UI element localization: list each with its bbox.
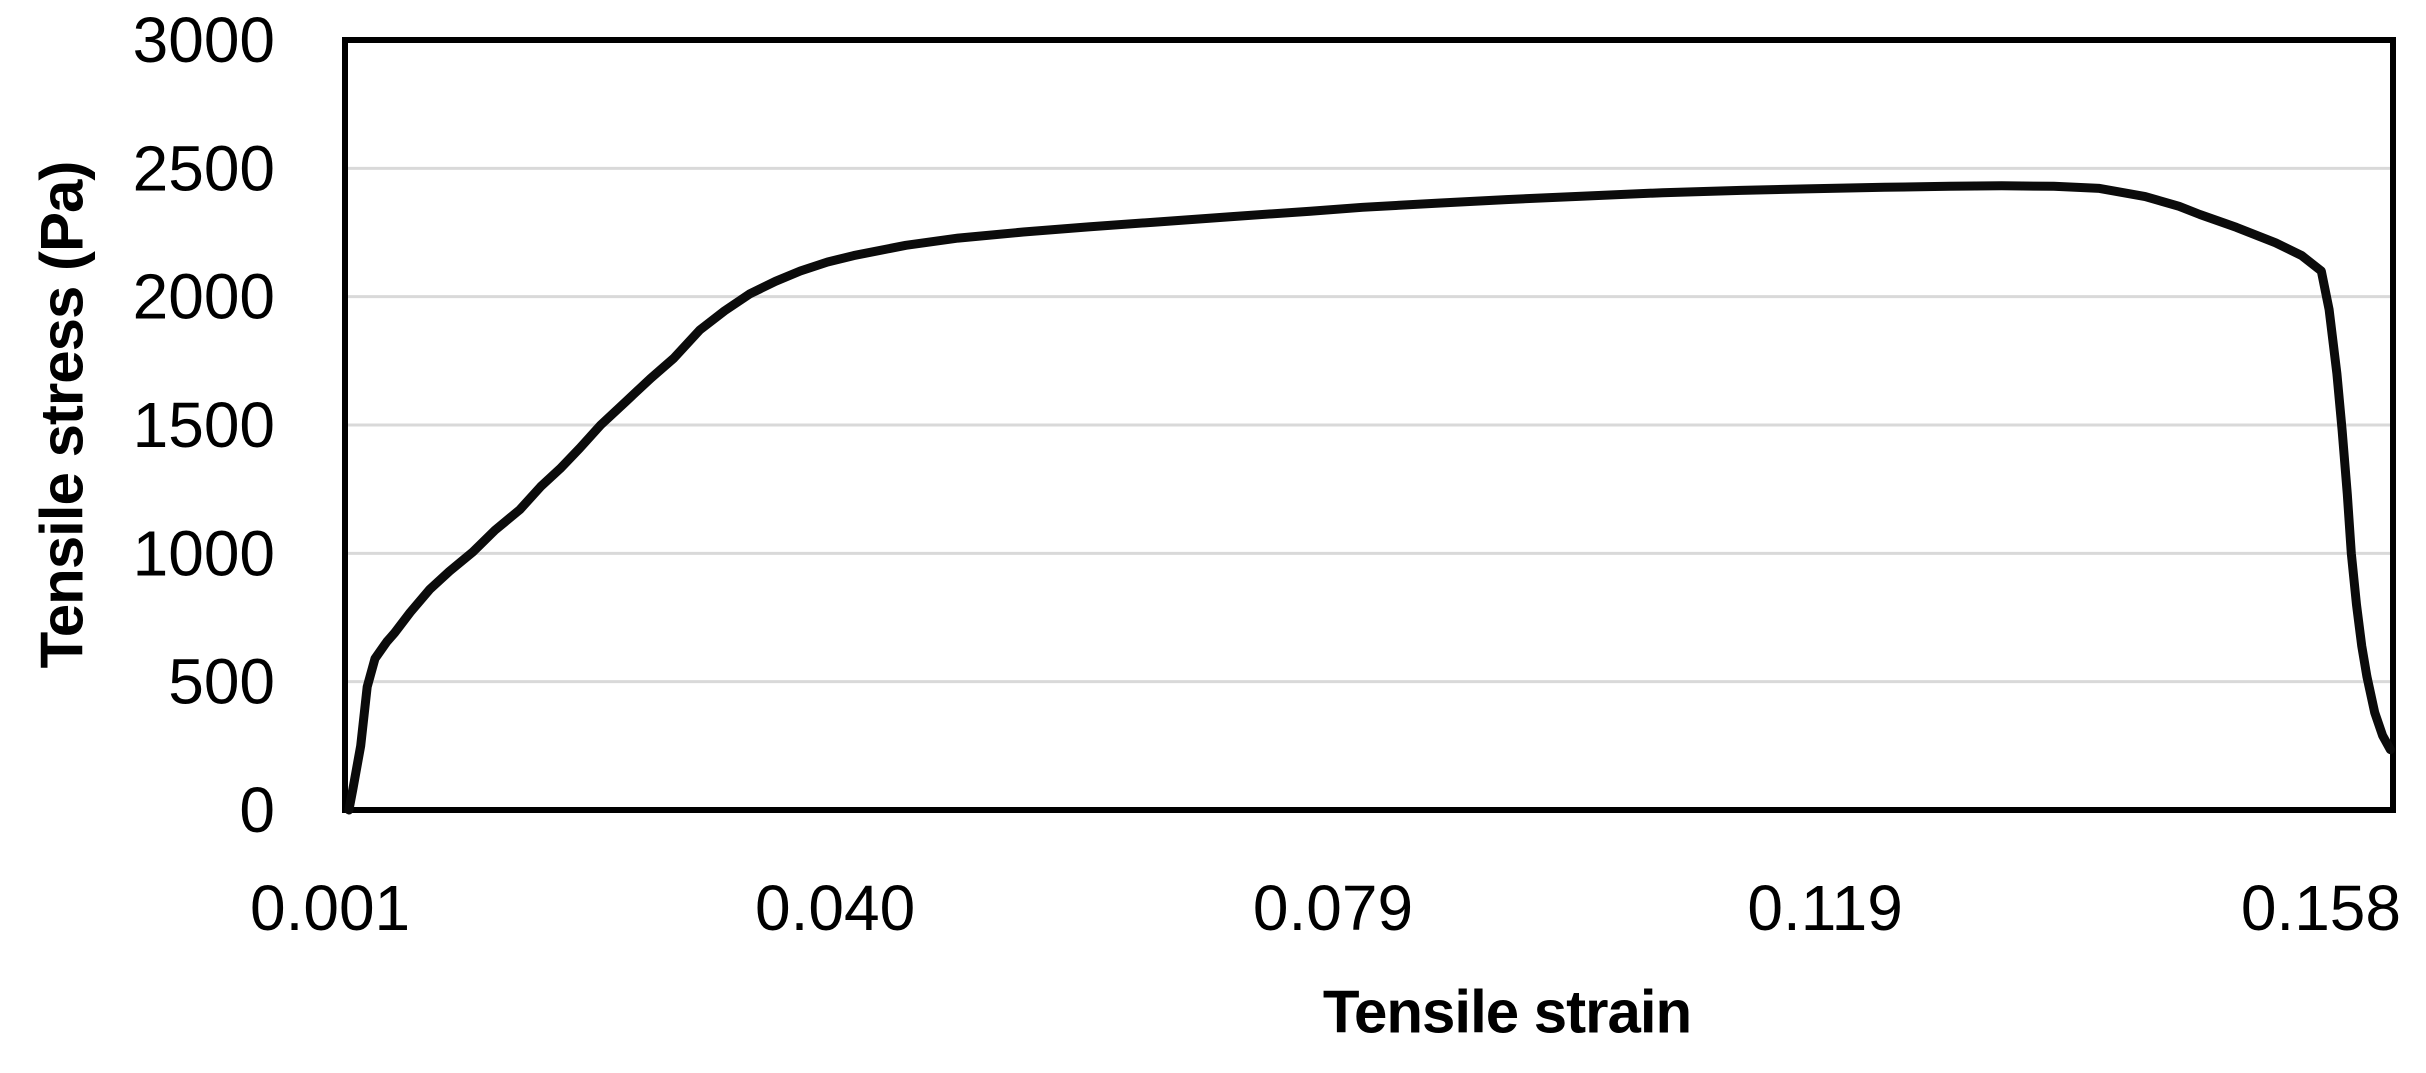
y-tick-label: 2500 bbox=[133, 132, 275, 204]
x-tick-label: 0.079 bbox=[1253, 872, 1413, 944]
x-axis-title: Tensile strain bbox=[1322, 978, 1692, 1046]
stress-strain-curve bbox=[344, 181, 2395, 815]
x-tick-label: 0.119 bbox=[1747, 872, 1902, 944]
x-tick-label: 0.040 bbox=[755, 872, 915, 944]
y-tick-label: 2000 bbox=[133, 261, 275, 333]
y-axis-title: Tensile stress (Pa) bbox=[28, 161, 96, 669]
y-tick-label: 3000 bbox=[133, 4, 275, 76]
y-tick-label: 500 bbox=[168, 646, 275, 718]
x-tick-label: 0.158 bbox=[2241, 872, 2401, 944]
y-tick-label: 0 bbox=[239, 774, 275, 846]
x-tick-label: 0.001 bbox=[250, 872, 410, 944]
plot-border bbox=[342, 37, 2396, 813]
y-tick-label: 1000 bbox=[133, 517, 275, 589]
y-tick-label: 1500 bbox=[133, 389, 275, 461]
